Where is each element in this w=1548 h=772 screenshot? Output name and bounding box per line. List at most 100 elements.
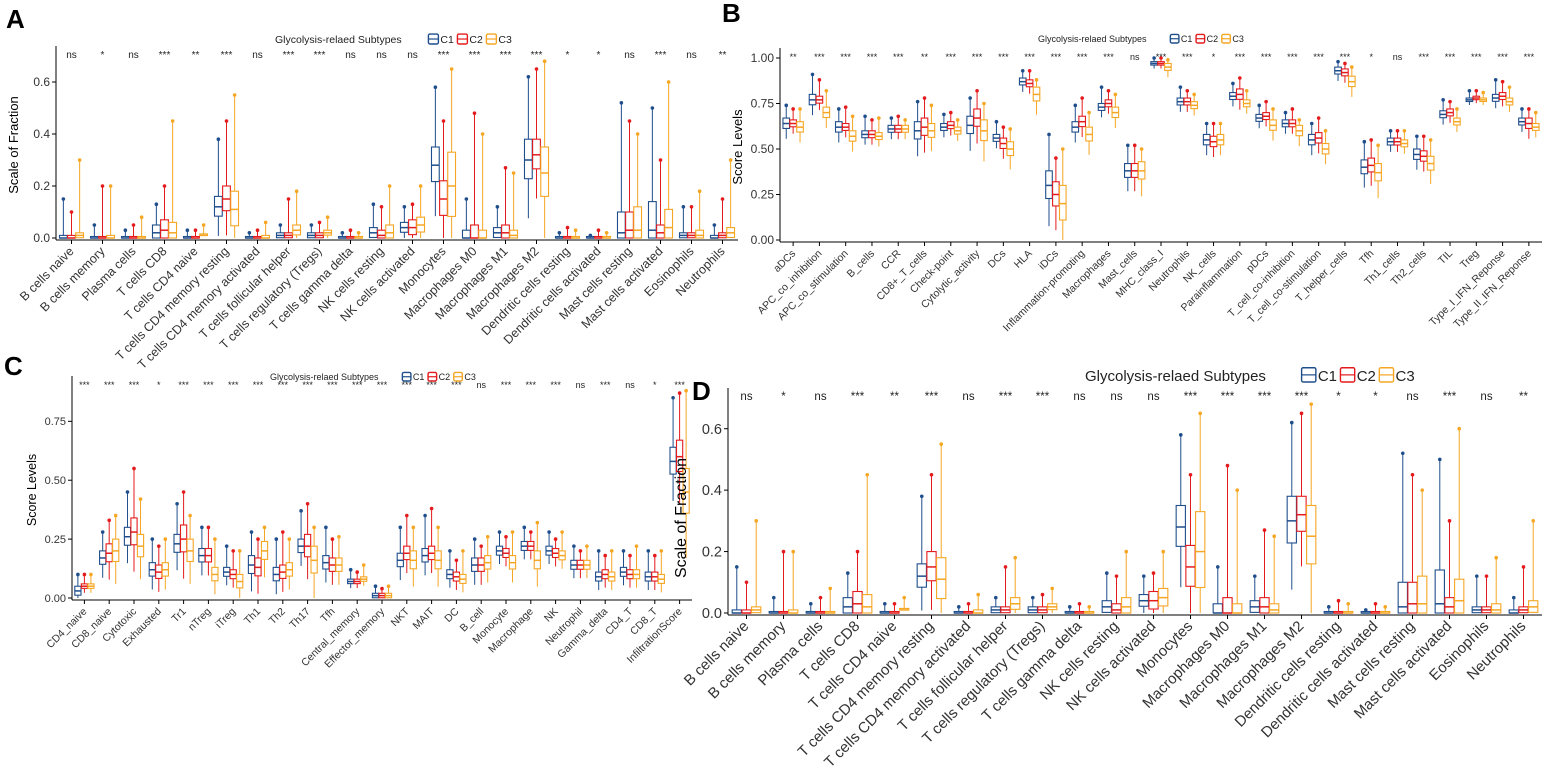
outlier-point	[798, 107, 802, 111]
legend: Glycolysis-relaed Subtypes C1 C2 C3	[1085, 367, 1415, 385]
category-group: ***Treg	[1458, 52, 1488, 271]
box-c3	[726, 158, 736, 239]
box-c1	[1439, 98, 1447, 125]
box-c1	[520, 525, 528, 560]
box-c2	[1393, 129, 1402, 152]
outlier-point	[216, 137, 221, 141]
box-c1	[371, 584, 380, 599]
x-tick-label: HLA	[1012, 248, 1035, 271]
outlier-point	[1410, 472, 1415, 477]
box-c3	[509, 171, 519, 239]
outlier-point	[286, 197, 291, 201]
significance-label: ***	[1313, 52, 1324, 62]
y-tick-label: 0.50	[751, 142, 775, 156]
x-tick-label: NK	[542, 606, 561, 625]
outlier-point	[1067, 605, 1072, 609]
outlier-point	[1231, 81, 1235, 86]
box-c3	[1047, 586, 1058, 613]
y-tick-label: 1.00	[751, 51, 775, 65]
outlier-point	[371, 202, 376, 206]
outlier-point	[671, 395, 675, 400]
box-c2	[377, 205, 386, 239]
box-c2	[179, 490, 188, 579]
box-c1	[678, 205, 688, 239]
legend-label: C3	[464, 372, 476, 382]
panel-a: A Glycolysis-relaed Subtypes C1 C2 C3 0.0 0.2 0…	[6, 4, 738, 372]
box-c1	[1334, 59, 1342, 81]
outlier-point	[1225, 463, 1230, 468]
significance-label: ***	[1419, 52, 1430, 62]
box-body	[160, 219, 169, 239]
box-c3	[199, 223, 209, 237]
box-body	[936, 557, 947, 600]
box-c3	[901, 118, 909, 140]
outlier-point	[1178, 85, 1183, 89]
outlier-point	[373, 584, 378, 589]
outlier-point	[573, 228, 578, 232]
outlier-point	[596, 549, 601, 553]
box-c2	[778, 549, 789, 614]
box-c1	[887, 116, 896, 140]
box-c2	[1222, 463, 1233, 614]
box-body	[1175, 504, 1186, 547]
box-c3	[416, 184, 426, 238]
outlier-point	[754, 519, 759, 523]
box-c2	[403, 513, 411, 574]
box-body	[151, 224, 161, 239]
significance-label: **	[790, 52, 798, 62]
outlier-point	[791, 549, 796, 554]
outlier-point	[939, 442, 944, 446]
x-tick-label: B_cells	[845, 248, 877, 280]
outlier-point	[720, 197, 725, 201]
outlier-point	[810, 72, 815, 77]
box-c3	[1006, 127, 1015, 170]
box-c3	[899, 595, 910, 611]
box-body	[385, 224, 395, 239]
box-c1	[834, 107, 843, 143]
box-c2	[1235, 76, 1244, 110]
outlier-point	[1376, 143, 1380, 148]
box-c3	[1242, 88, 1251, 114]
category-group: *** Tr1	[169, 380, 194, 625]
y-axis-title: Scale of Fraction	[6, 96, 21, 194]
y-tick-label: 0.50	[45, 475, 66, 487]
category-group: *** Tfh	[318, 380, 343, 625]
box-body	[1444, 597, 1455, 614]
outlier-point	[1531, 519, 1536, 523]
outlier-point	[1272, 534, 1277, 539]
outlier-point	[1073, 103, 1078, 108]
outlier-point	[1297, 118, 1302, 122]
box-c3	[558, 530, 566, 569]
outlier-point	[224, 119, 229, 123]
box-c3	[1137, 147, 1146, 197]
category-group: ***pDCs	[1244, 52, 1277, 275]
outlier-point	[92, 223, 97, 227]
outlier-point	[650, 106, 655, 110]
box-c2	[1185, 472, 1196, 613]
outlier-point	[659, 549, 664, 553]
box-c2	[253, 228, 262, 239]
outlier-point	[1520, 107, 1524, 111]
box-c1	[879, 601, 890, 614]
outlier-point	[542, 59, 547, 63]
box-c2	[1419, 134, 1428, 172]
box-c1	[669, 395, 677, 501]
box-c1	[1434, 457, 1445, 614]
outlier-point	[942, 112, 946, 117]
outlier-point	[249, 530, 254, 534]
outlier-point	[843, 105, 848, 109]
outlier-point	[1428, 138, 1433, 142]
box-c3	[602, 231, 612, 239]
x-tick-label: Tr1	[169, 606, 188, 625]
significance-label: ***	[469, 50, 481, 61]
box-c3	[862, 472, 873, 614]
box-c1	[1491, 78, 1500, 109]
outlier-point	[480, 132, 485, 136]
significance-label: ***	[600, 380, 611, 390]
outlier-point	[1343, 61, 1347, 66]
outlier-point	[1511, 595, 1516, 600]
box-c3	[1528, 519, 1539, 613]
box-c2	[1472, 88, 1481, 104]
significance-label: ns	[1073, 391, 1085, 403]
box-c2	[675, 391, 684, 503]
